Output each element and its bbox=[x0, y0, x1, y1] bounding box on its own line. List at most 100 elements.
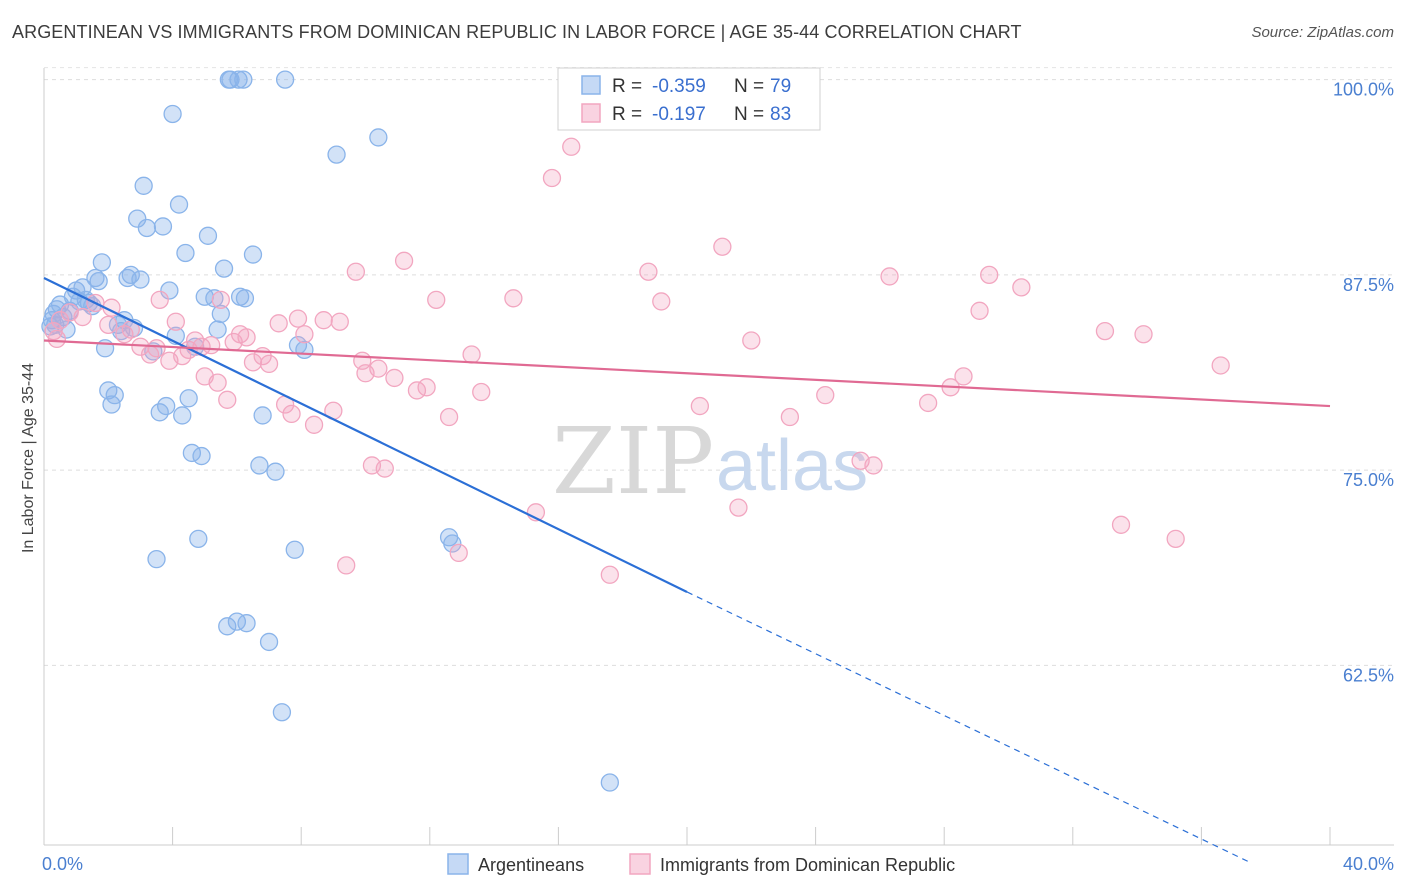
point-dominican bbox=[282, 404, 301, 424]
point-argentineans bbox=[189, 529, 208, 548]
point-argentineans bbox=[234, 70, 253, 89]
point-dominican bbox=[918, 393, 938, 413]
y-tick-label: 87.5% bbox=[1343, 275, 1394, 295]
point-argentineans bbox=[600, 773, 619, 792]
point-dominican bbox=[954, 367, 973, 386]
y-tick-label: 100.0% bbox=[1333, 80, 1394, 100]
point-argentineans bbox=[89, 271, 108, 291]
point-dominican bbox=[385, 368, 404, 388]
watermark-atlas: atlas bbox=[716, 426, 868, 506]
point-argentineans bbox=[275, 70, 295, 89]
point-dominican bbox=[816, 385, 835, 405]
point-dominican bbox=[713, 237, 732, 256]
point-dominican bbox=[166, 312, 185, 331]
point-dominican bbox=[980, 265, 999, 285]
legend-n-value-1: 79 bbox=[770, 76, 791, 97]
legend-swatch-argentineans bbox=[581, 75, 601, 95]
point-argentineans bbox=[205, 289, 224, 308]
point-dominican bbox=[304, 415, 324, 434]
point-argentineans bbox=[160, 281, 179, 300]
legend-swatch-dominican bbox=[581, 103, 601, 123]
point-dominican bbox=[330, 312, 349, 331]
point-argentineans bbox=[92, 253, 112, 272]
point-dominican bbox=[150, 290, 169, 310]
point-dominican bbox=[208, 373, 227, 392]
point-dominican bbox=[562, 137, 581, 156]
trend-line-dominican bbox=[43, 339, 1331, 408]
point-argentineans bbox=[253, 406, 272, 425]
series-legend-label-argentineans: Argentineans bbox=[478, 855, 584, 875]
point-argentineans bbox=[443, 534, 462, 553]
series-legend: Argentineans Immigrants from Dominican R… bbox=[447, 853, 955, 875]
point-dominican bbox=[202, 336, 221, 355]
point-dominican bbox=[1166, 529, 1185, 548]
point-dominican bbox=[427, 290, 446, 310]
point-dominican bbox=[449, 543, 468, 563]
point-argentineans bbox=[147, 550, 166, 569]
point-dominican bbox=[375, 459, 394, 478]
point-argentineans bbox=[128, 209, 147, 228]
point-dominican bbox=[269, 314, 288, 333]
point-dominican bbox=[780, 407, 800, 427]
point-dominican bbox=[295, 325, 314, 344]
watermark: ZIP atlas bbox=[552, 408, 868, 515]
point-dominican bbox=[690, 396, 710, 416]
point-argentineans bbox=[259, 632, 279, 652]
source-credit: Source: ZipAtlas.com bbox=[1251, 24, 1394, 41]
point-argentineans bbox=[243, 245, 263, 264]
point-argentineans bbox=[169, 195, 189, 214]
point-dominican bbox=[600, 565, 619, 584]
point-dominican bbox=[639, 262, 658, 281]
series-legend-swatch-argentineans bbox=[447, 853, 469, 875]
point-argentineans bbox=[285, 540, 304, 559]
point-dominican bbox=[218, 390, 237, 409]
point-dominican bbox=[1134, 325, 1153, 344]
point-argentineans bbox=[137, 218, 157, 238]
point-dominican bbox=[742, 331, 761, 350]
y-tick-label: 62.5% bbox=[1343, 665, 1394, 685]
point-dominican bbox=[394, 251, 414, 270]
point-argentineans bbox=[266, 462, 285, 481]
legend-r-value-2: -0.197 bbox=[652, 104, 706, 125]
series-legend-label-dominican: Immigrants from Dominican Republic bbox=[660, 855, 955, 875]
y-tick-label: 75.0% bbox=[1343, 470, 1394, 490]
point-dominican bbox=[47, 329, 67, 349]
point-dominican bbox=[243, 353, 263, 372]
point-dominican bbox=[1012, 278, 1031, 297]
trend-line-extension-argentineans bbox=[686, 591, 1250, 863]
data-points bbox=[41, 70, 1230, 792]
legend-r-label-1: R = bbox=[612, 76, 642, 97]
point-argentineans bbox=[131, 270, 150, 289]
stats-legend: R = -0.359 N = 79 R = -0.197 N = 83 bbox=[557, 67, 821, 131]
point-argentineans bbox=[229, 70, 248, 89]
stats-legend-box bbox=[557, 67, 821, 131]
legend-n-label-1: N = bbox=[734, 76, 764, 97]
y-tick-labels: 62.5% 75.0% 87.5% 100.0% bbox=[1333, 80, 1394, 686]
point-dominican bbox=[1211, 356, 1230, 375]
watermark-zip: ZIP bbox=[552, 408, 714, 515]
point-dominican bbox=[652, 292, 671, 311]
point-argentineans bbox=[218, 617, 237, 636]
point-dominican bbox=[73, 307, 92, 327]
point-dominican bbox=[864, 456, 883, 475]
x-tick-label-max: 40.0% bbox=[1343, 854, 1394, 874]
point-argentineans bbox=[163, 104, 182, 124]
point-dominican bbox=[346, 262, 366, 281]
point-dominican bbox=[288, 309, 308, 328]
point-argentineans bbox=[327, 145, 346, 164]
point-argentineans bbox=[235, 289, 255, 308]
point-dominican bbox=[970, 301, 989, 320]
point-argentineans bbox=[179, 389, 198, 408]
point-dominican bbox=[462, 345, 481, 364]
point-dominican bbox=[504, 289, 523, 308]
point-argentineans bbox=[121, 265, 140, 285]
point-dominican bbox=[1111, 515, 1131, 534]
point-dominican bbox=[729, 498, 748, 517]
point-argentineans bbox=[173, 406, 192, 425]
point-dominican bbox=[472, 382, 491, 402]
point-argentineans bbox=[105, 385, 124, 405]
point-argentineans bbox=[250, 456, 269, 475]
point-dominican bbox=[1095, 321, 1115, 341]
point-dominican bbox=[439, 407, 459, 427]
